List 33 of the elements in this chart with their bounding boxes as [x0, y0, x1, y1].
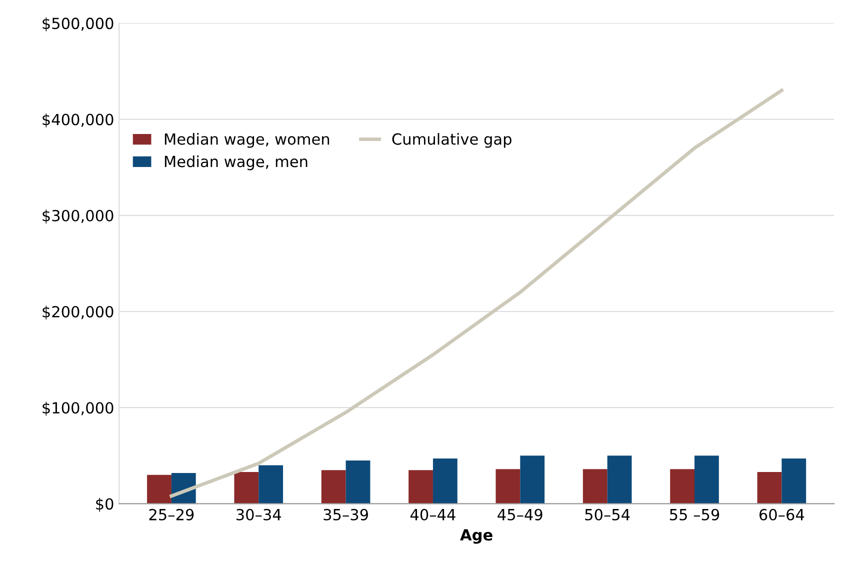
y-tick-label: $300,000: [42, 210, 114, 224]
legend-label: Median wage, women: [164, 133, 330, 148]
x-tick-label: 45–49: [498, 508, 542, 520]
y-tick-label: $500,000: [42, 17, 114, 32]
x-tick-label: 35–39: [324, 508, 368, 520]
legend-label: Cumulative gap: [392, 133, 512, 148]
bar: [757, 472, 782, 504]
bar: [432, 458, 458, 504]
bar: [321, 470, 346, 504]
legend-label: Median wage, men: [164, 155, 308, 170]
x-tick-label: 60–64: [759, 508, 804, 520]
y-tick-label: $0: [96, 498, 114, 512]
bar: [234, 472, 259, 504]
bar: [694, 456, 719, 504]
x-tick-label: 50–54: [585, 508, 630, 520]
bar: [670, 469, 694, 504]
bar: [520, 456, 545, 504]
bar: [408, 470, 433, 504]
bar: [258, 465, 284, 504]
bar: [346, 460, 370, 504]
bar: [147, 474, 172, 504]
x-tick-label: 25–29: [149, 508, 194, 520]
x-tick-label: 30–34: [236, 508, 282, 520]
x-axis-title: Age: [460, 529, 492, 544]
x-tick-label: 55 –59: [670, 508, 720, 520]
y-tick-label: $100,000: [42, 402, 114, 416]
x-tick-label: 40–44: [410, 508, 456, 520]
bar: [496, 469, 520, 504]
bar: [607, 456, 632, 504]
bar: [582, 469, 608, 504]
y-tick-label: $400,000: [42, 113, 114, 128]
bar: [782, 458, 806, 504]
y-tick-label: $200,000: [42, 306, 114, 320]
